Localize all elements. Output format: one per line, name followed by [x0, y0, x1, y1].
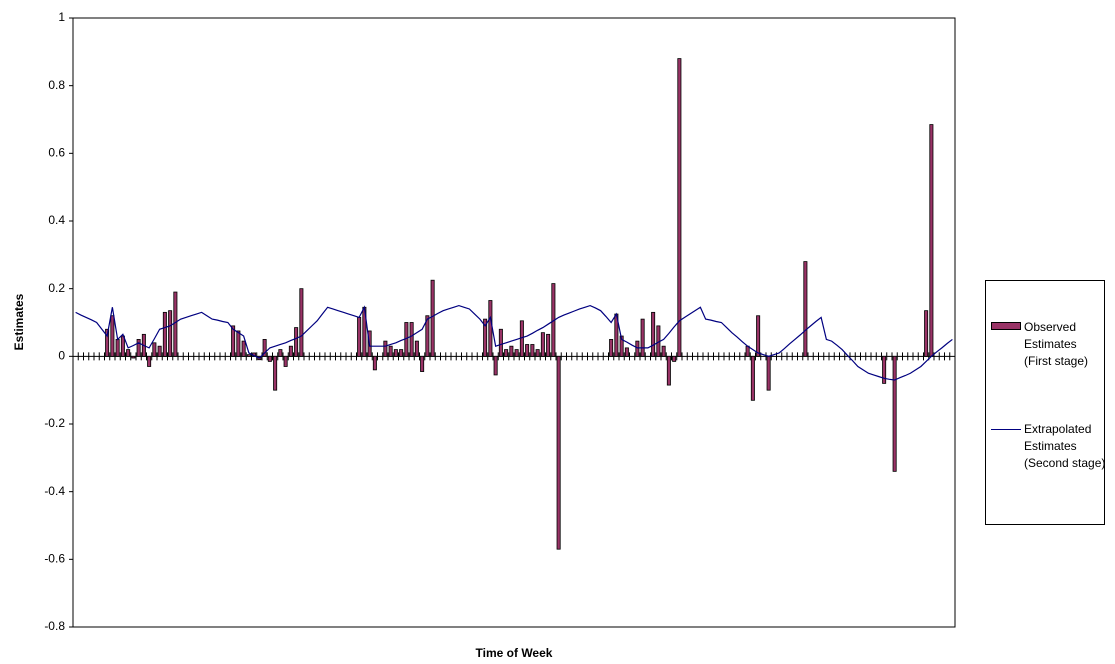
legend-label: Extrapolated Estimates (Second stage) — [1024, 422, 1106, 470]
bar — [651, 311, 656, 357]
y-tick-label: 0 — [58, 349, 65, 363]
bar — [766, 355, 771, 391]
bar — [488, 300, 493, 357]
bar — [246, 354, 251, 357]
legend-swatch — [991, 429, 1021, 430]
bar — [273, 355, 278, 391]
y-tick-label: -0.6 — [44, 552, 65, 566]
bar — [236, 330, 241, 357]
legend-swatch — [991, 322, 1021, 330]
bar — [803, 261, 808, 357]
bar — [530, 344, 535, 357]
bar — [892, 355, 897, 472]
legend: Observed Estimates (First stage) Extrapo… — [985, 280, 1105, 525]
bar — [666, 355, 671, 386]
y-tick-label: 0.4 — [48, 213, 65, 227]
bar — [157, 345, 162, 357]
bar — [105, 328, 110, 357]
y-tick-label: -0.8 — [44, 619, 65, 633]
bar — [262, 339, 267, 357]
bar — [929, 124, 934, 357]
bar — [882, 355, 887, 384]
bar — [120, 335, 125, 357]
bar — [504, 349, 509, 357]
x-axis-label: Time of Week — [476, 646, 553, 660]
bar — [509, 345, 514, 357]
bar — [420, 355, 425, 372]
bar — [357, 317, 362, 357]
bar — [619, 335, 624, 357]
bar — [388, 345, 393, 357]
bar — [383, 340, 388, 357]
bar — [152, 342, 157, 357]
bar — [110, 315, 115, 357]
bar — [147, 355, 152, 367]
legend-label: Observed Estimates (First stage) — [1024, 320, 1089, 368]
bar — [677, 58, 682, 357]
bar — [661, 345, 666, 357]
bar — [430, 279, 435, 357]
y-tick-label: 0.6 — [48, 146, 65, 160]
bar — [483, 318, 488, 357]
bar — [162, 311, 167, 357]
line — [75, 304, 953, 381]
bar — [535, 349, 540, 357]
bar — [267, 355, 272, 362]
bar — [498, 328, 503, 357]
bar — [126, 349, 131, 357]
legend-entry: Extrapolated Estimates (Second stage) — [988, 421, 1106, 472]
bar — [278, 349, 283, 357]
bar — [540, 332, 545, 357]
bar — [414, 340, 419, 357]
bar — [294, 327, 299, 357]
bar — [409, 322, 414, 357]
bar — [624, 347, 629, 357]
bar — [131, 355, 136, 359]
legend-entry: Observed Estimates (First stage) — [988, 319, 1106, 370]
y-tick-label: 1 — [58, 10, 65, 24]
bar — [168, 310, 173, 357]
bar — [115, 339, 120, 357]
y-tick-label: 0.8 — [48, 78, 65, 92]
bar — [372, 355, 377, 371]
bar — [546, 333, 551, 357]
bar — [750, 355, 755, 401]
y-tick-label: -0.4 — [44, 484, 65, 498]
bar — [745, 345, 750, 357]
bar — [924, 310, 929, 357]
bar — [231, 325, 236, 357]
bar — [283, 355, 288, 367]
bar — [288, 345, 293, 357]
bar — [425, 315, 430, 357]
bar — [756, 315, 761, 357]
bar — [525, 344, 530, 357]
bar — [399, 349, 404, 357]
y-tick-label: 0.2 — [48, 281, 65, 295]
bar — [241, 340, 246, 357]
bar — [635, 340, 640, 357]
y-axis-label: Estimates — [12, 293, 26, 350]
bar — [556, 355, 561, 550]
bar — [609, 339, 614, 357]
y-tick-label: -0.2 — [44, 416, 65, 430]
bar — [299, 288, 304, 357]
bar — [514, 349, 519, 357]
bar — [173, 291, 178, 357]
bar — [136, 339, 141, 357]
plot-area — [72, 17, 956, 628]
bar — [493, 355, 498, 376]
bar — [393, 349, 398, 357]
bar — [640, 318, 645, 357]
bar — [672, 355, 677, 362]
